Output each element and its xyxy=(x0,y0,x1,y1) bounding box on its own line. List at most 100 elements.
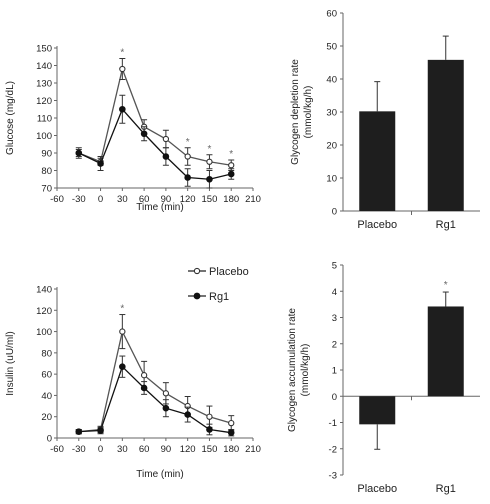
data-point xyxy=(97,160,104,167)
legend-label: Placebo xyxy=(209,266,249,278)
category-label: Placebo xyxy=(357,219,397,231)
x-tick-label: -60 xyxy=(50,444,64,455)
y-tick-label: 120 xyxy=(36,306,52,317)
x-tick-label: 210 xyxy=(245,194,261,205)
y-tick-label: 0 xyxy=(47,434,52,445)
data-point xyxy=(97,427,104,434)
y-tick-label: 3 xyxy=(332,313,337,324)
data-point xyxy=(75,149,83,157)
x-tick-label: 0 xyxy=(98,194,103,205)
y-tick-label: 40 xyxy=(41,391,52,402)
x-tick-label: -30 xyxy=(72,194,86,205)
x-tick-label: 60 xyxy=(139,444,150,455)
chart-glycogen-accumulation: -3 -2 -1 0 1 2 3 4 5 Placebo Rg1 * Glycogen accumula… xyxy=(287,261,480,495)
y-tick-label: 60 xyxy=(41,370,52,381)
y-tick-label: 30 xyxy=(326,108,337,119)
data-point xyxy=(140,372,148,379)
data-point xyxy=(162,390,170,397)
y-tick-label: 4 xyxy=(332,287,337,298)
y-tick-label: 140 xyxy=(36,61,52,72)
chart-glycogen-depletion: 0 10 20 30 40 50 60 Placebo Rg1 Glycogen depletio… xyxy=(290,9,480,231)
x-tick-label: 180 xyxy=(223,444,239,455)
data-point xyxy=(227,170,235,178)
y-axis-label-line1: Glycogen depletion rate xyxy=(290,59,301,165)
x-tick-label: 30 xyxy=(117,194,128,205)
y-tick-label: 80 xyxy=(41,348,52,359)
legend-label: Rg1 xyxy=(209,291,229,303)
series-rg1 xyxy=(75,94,235,189)
y-tick-label: 10 xyxy=(326,174,337,185)
significance-marker: * xyxy=(186,137,190,148)
data-point xyxy=(228,162,235,169)
significance-marker: * xyxy=(229,149,233,160)
y-tick-label: 40 xyxy=(326,75,337,86)
series-line xyxy=(78,66,232,166)
y-tick-label: 90 xyxy=(41,149,52,160)
data-point xyxy=(162,135,170,143)
x-tick-label: 90 xyxy=(161,444,172,455)
data-point xyxy=(184,411,191,418)
series-line xyxy=(78,108,232,180)
category-label: Placebo xyxy=(357,483,397,495)
y-tick-label: 70 xyxy=(41,184,52,195)
y-tick-label: -1 xyxy=(329,418,337,429)
data-point xyxy=(119,328,126,335)
series-placebo xyxy=(75,314,235,435)
y-tick-label: 100 xyxy=(36,131,52,142)
y-tick-label: 100 xyxy=(36,327,52,338)
x-tick-label: 150 xyxy=(202,194,218,205)
data-point xyxy=(119,65,126,73)
y-tick-label: 5 xyxy=(332,261,337,272)
x-tick-label: 150 xyxy=(202,444,218,455)
data-point xyxy=(228,419,235,427)
series-line xyxy=(78,365,232,434)
y-tick-label: 130 xyxy=(36,79,52,90)
significance-marker: * xyxy=(120,48,124,59)
data-point xyxy=(140,130,148,138)
y-tick-label: 80 xyxy=(41,166,52,177)
bar-placebo xyxy=(359,111,396,211)
y-tick-label: -2 xyxy=(329,444,337,455)
data-point xyxy=(227,429,235,436)
x-tick-label: 30 xyxy=(117,444,128,455)
y-tick-label: -3 xyxy=(329,471,337,482)
y-axis-label-line1: Glycogen accumulation rate xyxy=(287,308,298,432)
data-point xyxy=(75,428,83,435)
data-point xyxy=(184,174,191,181)
category-label: Rg1 xyxy=(436,483,456,495)
x-axis-label: Time (min) xyxy=(136,202,183,213)
significance-marker: * xyxy=(444,280,448,291)
y-tick-label: 140 xyxy=(36,285,52,296)
x-tick-label: -30 xyxy=(72,444,86,455)
data-point xyxy=(206,413,213,420)
y-tick-label: 1 xyxy=(332,366,337,377)
data-point xyxy=(206,426,213,433)
x-tick-label: 180 xyxy=(223,194,239,205)
series-line xyxy=(78,329,232,433)
x-tick-label: -60 xyxy=(50,194,64,205)
bar-rg1 xyxy=(427,59,464,211)
x-tick-label: 210 xyxy=(245,444,261,455)
category-label: Rg1 xyxy=(436,219,456,231)
y-tick-label: 20 xyxy=(326,141,337,152)
bar-rg1 xyxy=(427,306,464,397)
series-rg1 xyxy=(75,355,235,437)
y-tick-label: 20 xyxy=(41,412,52,423)
data-point xyxy=(119,363,126,370)
significance-marker: * xyxy=(120,304,124,315)
y-tick-label: 150 xyxy=(36,44,52,55)
chart-insulin: 0 20 40 60 80 100 120 140 -60 -30 0 30 60 90 120 150 180… xyxy=(5,266,261,480)
legend-marker xyxy=(193,267,201,275)
significance-marker: * xyxy=(207,144,211,155)
y-axis-label: Insulin (uU/ml) xyxy=(5,331,16,395)
y-tick-label: 110 xyxy=(37,114,52,125)
y-tick-label: 2 xyxy=(332,339,337,350)
data-point xyxy=(206,175,213,183)
y-axis-label: Glycogen depletion rate (mmol/kg/h) xyxy=(290,59,314,165)
y-tick-label: 0 xyxy=(332,392,337,403)
data-point xyxy=(119,105,126,113)
data-point xyxy=(206,158,213,165)
y-axis-label: Glycogen accumulation rate (mmol/kg/h) xyxy=(287,308,311,432)
y-tick-label: 0 xyxy=(332,207,337,218)
